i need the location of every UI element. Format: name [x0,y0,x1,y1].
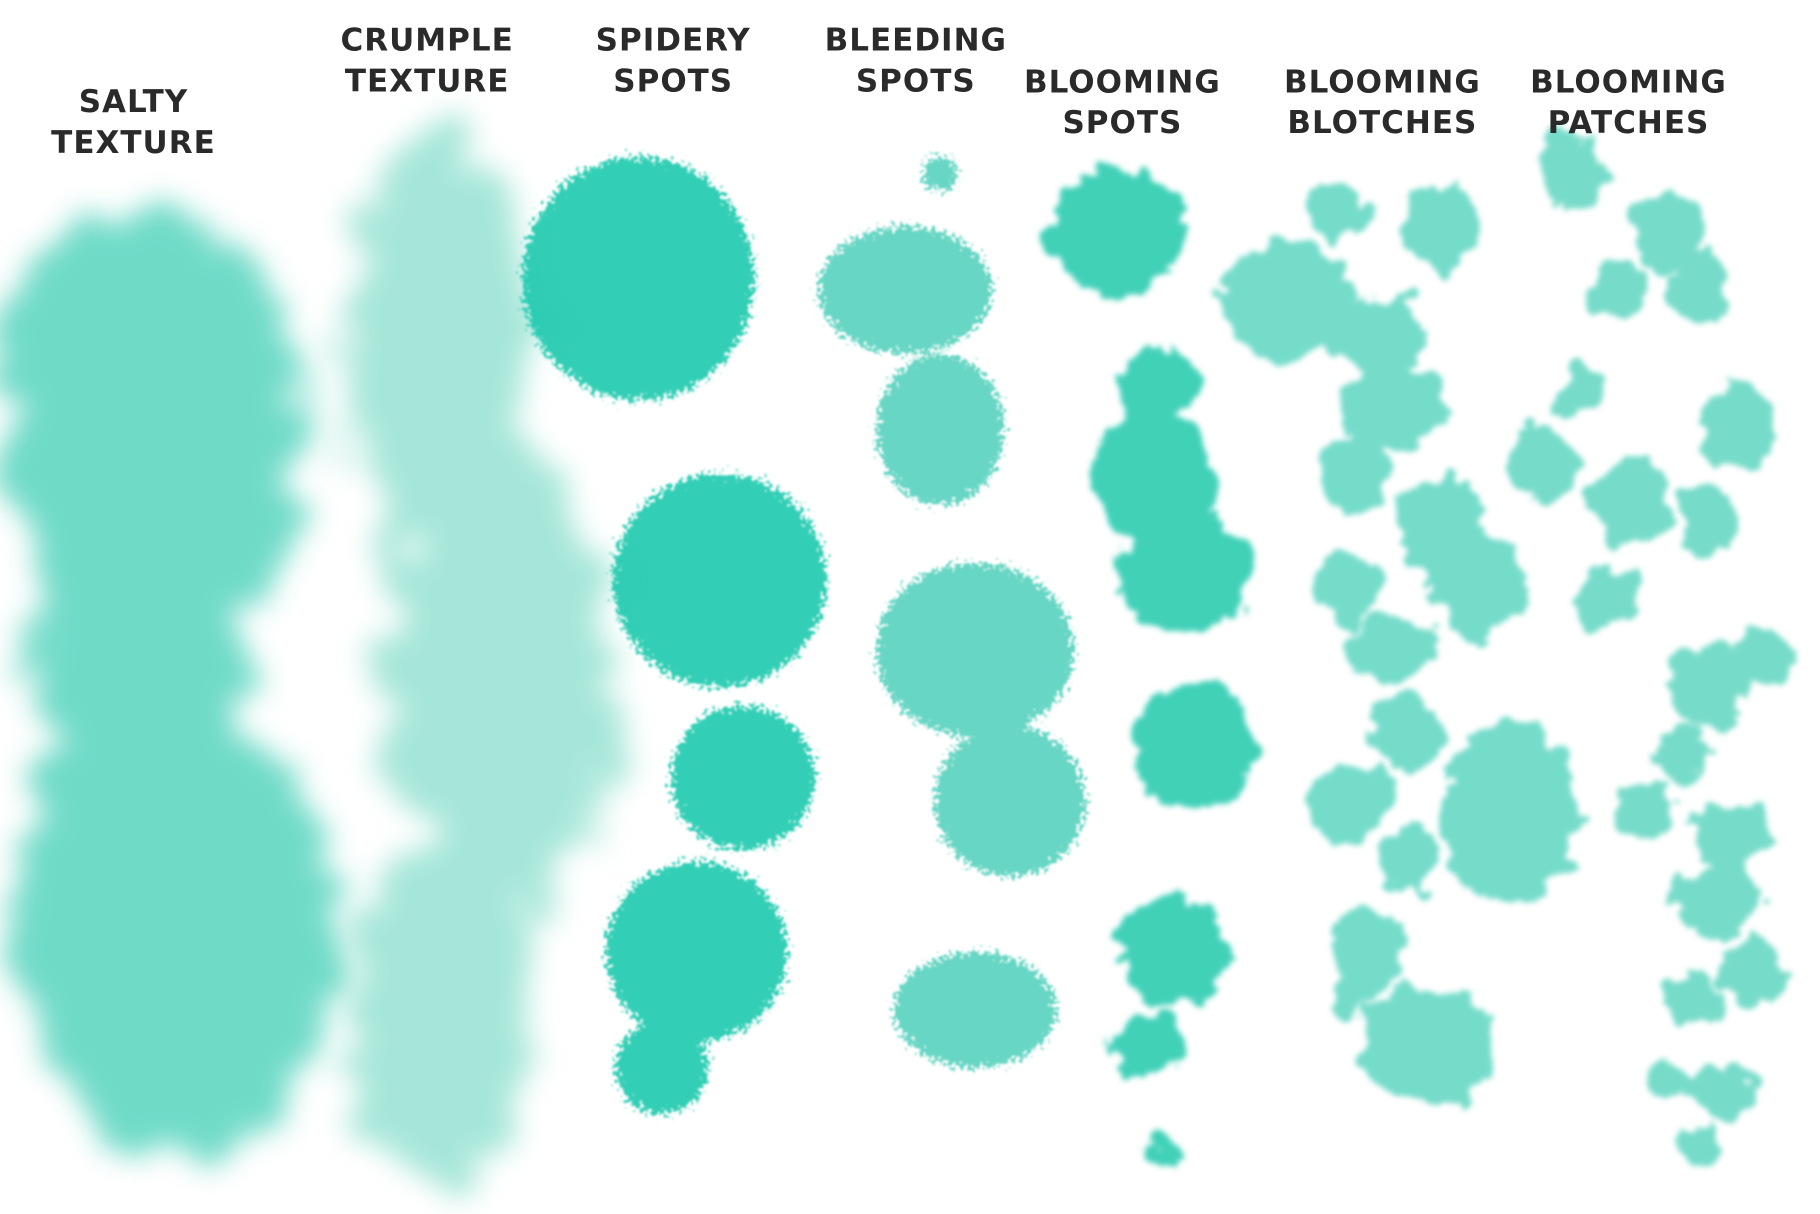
swatch [818,226,993,355]
label-line: TEXTURE [51,125,216,161]
swatch [1116,896,1229,1008]
swatch [1615,780,1681,845]
swatch-group [1052,164,1256,1166]
label-line: SPOTS [856,63,976,99]
swatch [1667,1122,1722,1165]
swatch [11,696,337,1161]
swatch [1135,681,1256,816]
swatch [1667,251,1733,329]
swatch [1319,437,1385,515]
swatch [876,562,1074,738]
swatch [1052,164,1188,300]
swatch [1633,193,1710,271]
swatch [876,354,1005,505]
labels: SALTY TEXTURE CRUMPLE TEXTURE SPIDERY SPOTS BL… [51,23,1727,161]
swatch [1221,241,1356,363]
swatch [1685,1064,1751,1118]
swatch-group [818,156,1086,1068]
watercolor-swatches [0,127,1797,1196]
swatch-group [1221,181,1577,1105]
swatch [1592,455,1670,544]
swatch [348,127,534,569]
label-line: PATCHES [1548,105,1710,141]
swatch [1679,484,1733,561]
label-line: SALTY [79,84,189,120]
label-line: BLOTCHES [1287,105,1477,141]
swatch [0,243,140,453]
swatch [1696,385,1774,474]
swatch [1360,984,1495,1105]
swatch [348,847,534,1196]
swatch [1650,1058,1693,1101]
label-line: CRUMPLE [340,23,513,59]
swatch [615,1021,709,1115]
label-line: BLEEDING [825,23,1007,59]
swatch [1691,803,1768,869]
swatch [1302,762,1391,840]
swatch [612,473,827,688]
swatch [1116,1012,1182,1078]
swatch [922,156,958,192]
label-line: BLOOMING [1530,64,1727,100]
swatch [1731,629,1797,683]
swatch [1331,977,1374,1020]
swatch [1667,971,1722,1025]
swatch [1313,553,1379,631]
swatch [1331,907,1408,996]
swatch [1592,257,1646,323]
swatch [670,705,815,850]
swatch [1366,692,1443,770]
swatch [1424,524,1525,637]
label-line: TEXTURE [345,63,510,99]
swatch-group [0,208,337,1161]
swatch [1122,344,1200,422]
swatch [1656,727,1710,782]
swatch [893,951,1057,1068]
swatch [1551,367,1606,422]
swatch [1337,292,1426,381]
swatch [464,742,604,883]
swatch [522,156,755,401]
swatch [34,533,244,813]
swatch [934,725,1086,877]
swatch [1383,826,1437,892]
swatch [1575,565,1641,631]
swatch [1337,362,1449,451]
swatch [1116,514,1252,635]
swatch [1348,617,1437,683]
swatch [1673,861,1762,938]
swatch [1720,942,1786,1008]
label-line: SPOTS [613,63,733,99]
swatch [1144,1132,1177,1166]
swatch [1540,130,1606,207]
label-line: BLOOMING [1024,64,1221,100]
label-line: SPOTS [1062,105,1182,141]
label-line: SPIDERY [596,23,751,59]
swatch [1505,425,1583,503]
swatch [1400,182,1478,271]
swatch [1441,721,1577,904]
swatch [1662,640,1751,729]
swatch-group [1505,130,1797,1165]
label-line: BLOOMING [1284,64,1481,100]
swatch-group [522,156,827,1115]
swatch [1302,181,1368,237]
swatch [1094,408,1216,544]
swatch-group [348,127,616,1196]
swatch [605,861,787,1043]
